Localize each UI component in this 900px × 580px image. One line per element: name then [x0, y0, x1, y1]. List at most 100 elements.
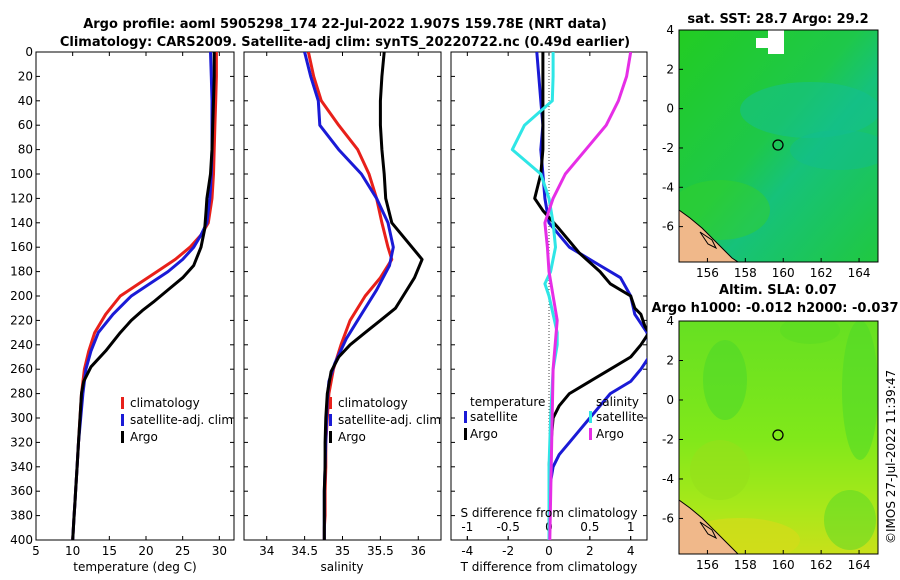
salinity-profile-panel: 34 34.5 35 35.5 36: [243, 51, 442, 558]
x2-tick-label: -0.5: [496, 520, 519, 534]
map-x-tick-label: 162: [810, 266, 833, 280]
series-line-s-argo: [543, 52, 633, 540]
temperature-profile-panel: 0 20 40 60 80 100 120 140 160 180 200 220 240 260 280 3…: [10, 45, 235, 558]
t-difference-axis-label: T difference from climatology: [460, 560, 638, 574]
map-y-tick-label: 0: [666, 102, 674, 116]
legend-label-climatology: climatology: [130, 396, 200, 410]
y-tick-label: 160: [10, 240, 33, 254]
legend-swatch-t-satellite: [464, 411, 467, 423]
legend-swatch-argo: [121, 431, 124, 443]
map-y-tick-label: -4: [662, 180, 674, 194]
x-tick-label: 30: [212, 544, 227, 558]
y-tick-label: 280: [10, 387, 33, 401]
legend-title-salinity: salinity: [596, 395, 639, 409]
coastline-land: [679, 209, 739, 262]
legend-label-satellite: satellite-adj. clim: [338, 413, 441, 427]
x-tick-label: 34.5: [291, 544, 318, 558]
map-x-tick-label: 160: [772, 266, 795, 280]
map-x-tick-label: 156: [696, 266, 719, 280]
map-y-tick-label: -2: [662, 141, 674, 155]
map-y-tick-label: -6: [662, 220, 674, 234]
y-tick-label: 0: [25, 45, 33, 59]
x-tick-label: 10: [65, 544, 80, 558]
imos-credit: ©IMOS 27-Jul-2022 11:39:47: [884, 370, 898, 544]
x2-tick-label: -1: [461, 520, 473, 534]
y-tick-label: 40: [18, 94, 33, 108]
axes-frame: [35, 51, 235, 541]
y-tick-label: 400: [10, 533, 33, 547]
series-group: [303, 52, 424, 540]
x2-tick-label: 0.5: [580, 520, 599, 534]
map-y-tick-label: 4: [666, 23, 674, 37]
map-x-tick-label: 162: [810, 558, 833, 572]
legend-label-climatology: climatology: [338, 396, 408, 410]
sla-map-frame: [678, 320, 879, 555]
argo-location-marker: [772, 429, 784, 441]
x-tick-label: 5: [32, 544, 40, 558]
x-tick-label: 34: [259, 544, 274, 558]
y-tick-label: 120: [10, 191, 33, 205]
legend-label-t-satellite: satellite: [470, 410, 518, 424]
temperature-legend: climatology satellite-adj. clim Argo: [121, 396, 233, 444]
sla-map-axes: 156 158 160 162 164 4 2 0 -2 -4 -6: [662, 314, 870, 572]
x-tick-label: 20: [138, 544, 153, 558]
legend-swatch-s-satellite: [589, 411, 592, 423]
x-tick-label: 35: [335, 544, 350, 558]
salinity-legend: climatology satellite-adj. clim Argo: [329, 396, 441, 444]
y-tick-label: 60: [18, 118, 33, 132]
sst-map: [678, 29, 879, 263]
x2-tick-label: 1: [627, 520, 635, 534]
x-tick-label: 0: [545, 544, 553, 558]
series-line-argo: [322, 52, 424, 540]
x-tick-label: 15: [102, 544, 117, 558]
map-x-tick-label: 158: [734, 558, 757, 572]
y-tick-label: 320: [10, 435, 33, 449]
y-tick-label: 300: [10, 411, 33, 425]
map-x-tick-label: 158: [734, 266, 757, 280]
y-tick-label: 140: [10, 216, 33, 230]
map-y-tick-label: 2: [666, 353, 674, 367]
x-tick-label: 2: [586, 544, 594, 558]
axes-frame: [243, 51, 442, 541]
y-tick-label: 180: [10, 265, 33, 279]
map-y-tick-label: -6: [662, 511, 674, 525]
map-x-tick-label: 156: [696, 558, 719, 572]
x-tick-label: 25: [175, 544, 190, 558]
legend-title-temperature: temperature: [470, 395, 545, 409]
figure-title-line1: Argo profile: aoml 5905298_174 22-Jul-20…: [83, 17, 607, 32]
legend-swatch-satellite: [121, 414, 124, 426]
x-tick-label: 35.5: [367, 544, 394, 558]
y-tick-label: 20: [18, 69, 33, 83]
sla-map-subtitle: Argo h1000: -0.012 h2000: -0.037: [651, 301, 898, 316]
coastline-land: [679, 499, 739, 554]
y-tick-label: 100: [10, 167, 33, 181]
map-x-tick-label: 164: [848, 558, 871, 572]
series-group: [71, 52, 218, 540]
y-tick-label: 200: [10, 289, 33, 303]
legend-swatch-satellite: [329, 414, 332, 426]
sla-map-title: Altim. SLA: 0.07: [719, 283, 837, 298]
legend-label-argo: Argo: [338, 430, 366, 444]
y-tick-label: 80: [18, 143, 33, 157]
argo-location-marker: [772, 139, 784, 151]
legend-swatch-climatology: [329, 397, 332, 409]
map-x-tick-label: 160: [772, 558, 795, 572]
y-tick-label: 240: [10, 338, 33, 352]
legend-label-argo: Argo: [130, 430, 158, 444]
x-tick-label: -4: [461, 544, 473, 558]
legend-swatch-argo: [329, 431, 332, 443]
salinity-axis-label: salinity: [320, 560, 363, 574]
y-tick-label: 220: [10, 313, 33, 327]
y-tick-label: 380: [10, 509, 33, 523]
sst-texture: [679, 30, 878, 240]
map-y-tick-label: -4: [662, 472, 674, 486]
y-tick-label: 360: [10, 484, 33, 498]
sst-map-title: sat. SST: 28.7 Argo: 29.2: [687, 12, 868, 27]
legend-swatch-climatology: [121, 397, 124, 409]
y-tick-label: 340: [10, 460, 33, 474]
map-y-tick-label: 4: [666, 314, 674, 328]
x-tick-label: 4: [627, 544, 635, 558]
legend-swatch-t-argo: [464, 428, 467, 440]
